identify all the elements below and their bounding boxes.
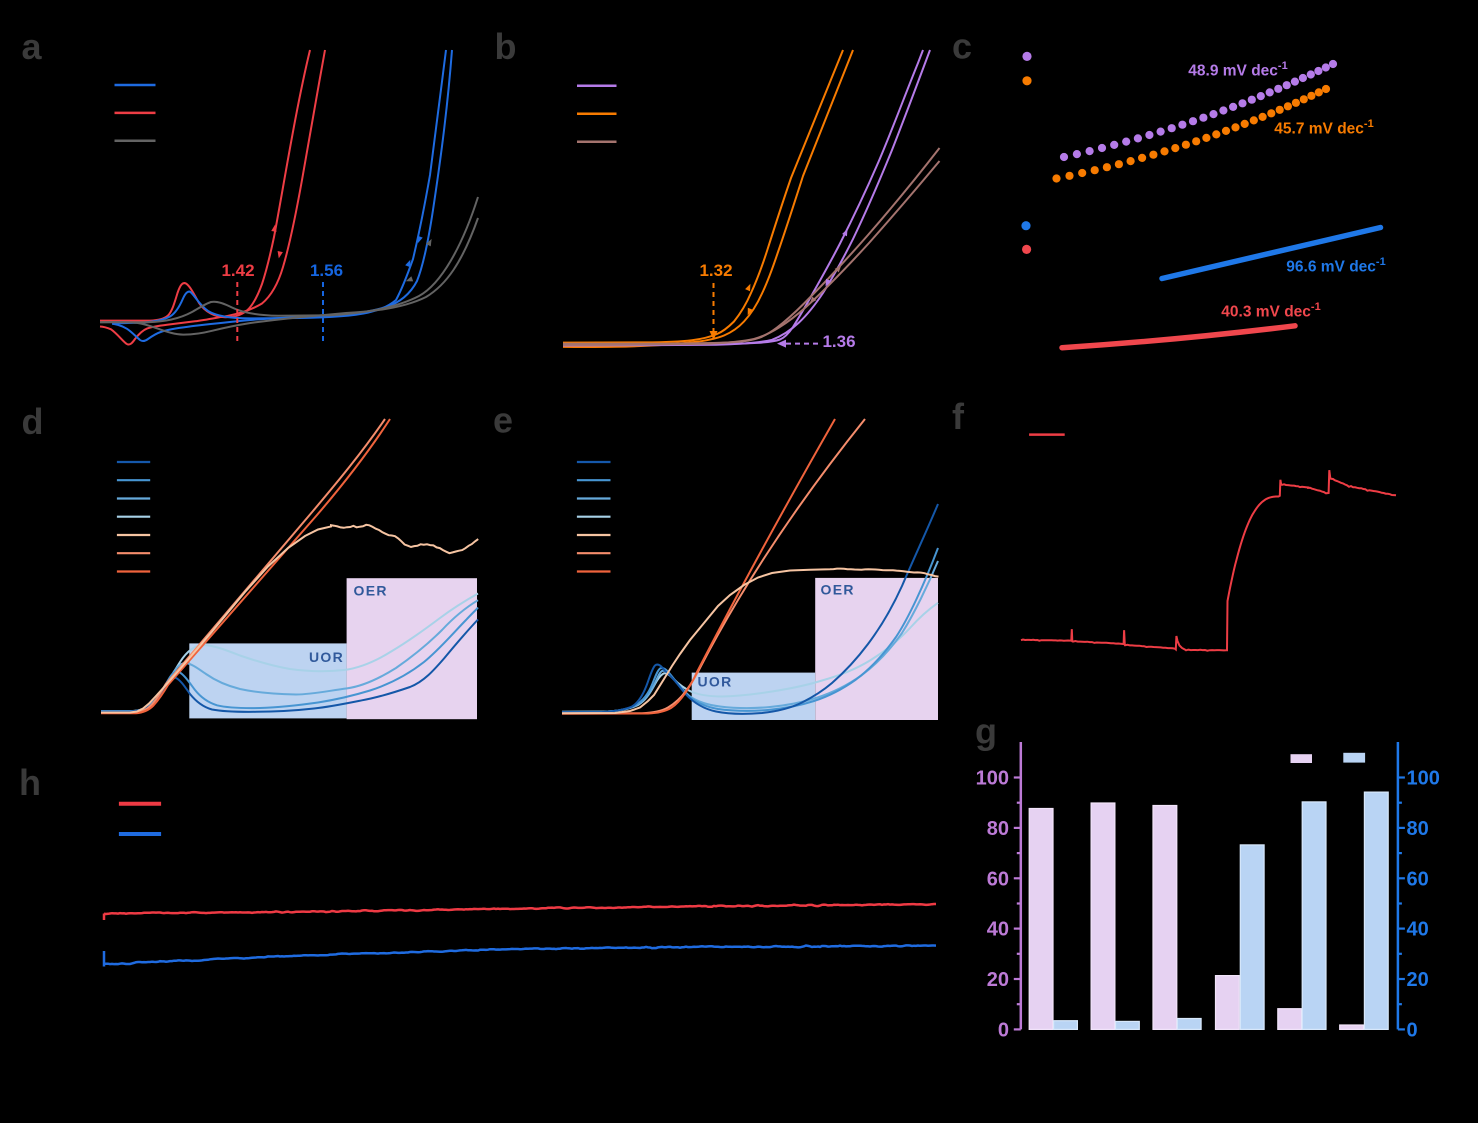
svg-text:60: 60 <box>987 868 1009 890</box>
svg-text:45.7 mV dec-1: 45.7 mV dec-1 <box>1274 118 1373 138</box>
svg-text:UOR: UOR <box>698 674 733 690</box>
svg-text:100: 100 <box>1407 768 1440 790</box>
svg-text:1.42: 1.42 <box>221 261 254 280</box>
svg-text:100: 100 <box>976 768 1009 790</box>
svg-text:40: 40 <box>1407 919 1429 941</box>
svg-text:g: g <box>975 711 997 752</box>
svg-text:48.9 mV dec-1: 48.9 mV dec-1 <box>1188 60 1287 80</box>
svg-text:OER: OER <box>354 583 388 599</box>
svg-text:40.3 mV dec-1: 40.3 mV dec-1 <box>1221 301 1320 321</box>
svg-text:a: a <box>22 26 43 67</box>
svg-text:1.36: 1.36 <box>822 332 855 351</box>
svg-text:80: 80 <box>987 818 1009 840</box>
svg-text:40: 40 <box>987 919 1009 941</box>
svg-text:60: 60 <box>1407 868 1429 890</box>
svg-text:20: 20 <box>987 969 1009 991</box>
svg-text:e: e <box>493 400 513 441</box>
svg-text:80: 80 <box>1407 818 1429 840</box>
svg-text:1.56: 1.56 <box>310 261 343 280</box>
svg-text:f: f <box>952 396 965 437</box>
svg-text:0: 0 <box>1407 1019 1418 1041</box>
svg-text:0: 0 <box>998 1019 1009 1041</box>
svg-text:96.6 mV dec-1: 96.6 mV dec-1 <box>1286 256 1385 276</box>
svg-text:h: h <box>19 762 41 803</box>
svg-text:b: b <box>495 26 517 67</box>
svg-text:d: d <box>22 401 44 442</box>
svg-text:1.32: 1.32 <box>699 261 732 280</box>
svg-text:c: c <box>952 26 972 67</box>
svg-text:OER: OER <box>821 582 855 598</box>
svg-text:20: 20 <box>1407 969 1429 991</box>
svg-text:UOR: UOR <box>309 649 344 665</box>
